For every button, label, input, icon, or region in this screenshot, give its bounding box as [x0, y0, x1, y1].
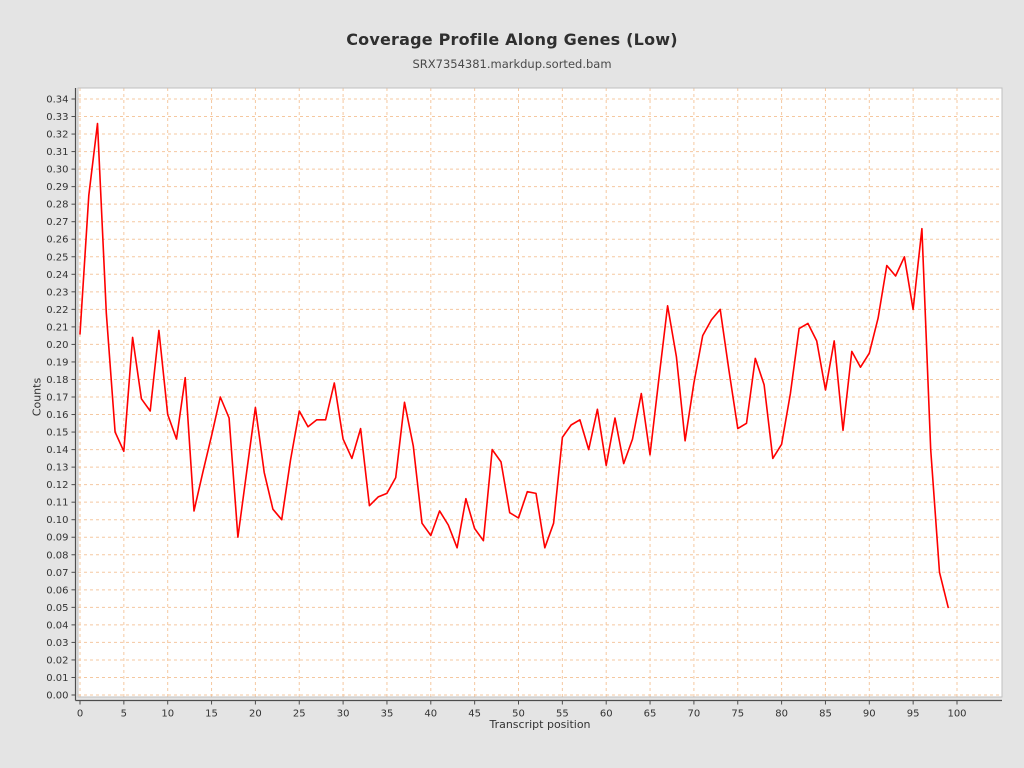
x-tick-label: 100	[947, 709, 966, 720]
x-tick-label: 85	[819, 709, 832, 720]
y-tick-label: 0.24	[46, 270, 68, 281]
y-tick-label: 0.34	[46, 95, 68, 106]
x-tick-label: 45	[468, 709, 481, 720]
y-tick-label: 0.20	[46, 340, 68, 351]
coverage-line	[79, 122, 950, 609]
x-tick-label: 0	[77, 709, 83, 720]
y-tick-label: 0.12	[46, 480, 68, 491]
y-tick-label: 0.33	[46, 112, 68, 123]
x-axis-title: Transcript position	[489, 718, 591, 731]
x-tick-label: 70	[688, 709, 701, 720]
x-tick-label: 35	[381, 709, 394, 720]
y-tick-label: 0.26	[46, 235, 68, 246]
y-tick-label: 0.11	[46, 498, 68, 509]
x-tick-label: 10	[161, 709, 174, 720]
x-tick-label: 20	[249, 709, 262, 720]
y-tick-label: 0.25	[46, 252, 68, 263]
y-tick-label: 0.04	[46, 620, 68, 631]
x-tick-label: 80	[775, 709, 788, 720]
y-tick-label: 0.30	[46, 165, 68, 176]
y-tick-label: 0.18	[46, 375, 68, 386]
y-tick-label: 0.01	[46, 673, 68, 684]
x-tick-label: 15	[205, 709, 218, 720]
x-tick-label: 55	[556, 709, 569, 720]
y-tick-label: 0.16	[46, 410, 68, 421]
y-tick-label: 0.02	[46, 655, 68, 666]
y-tick-label: 0.09	[46, 533, 68, 544]
y-tick-label: 0.22	[46, 305, 68, 316]
x-tick-label: 25	[293, 709, 306, 720]
x-tick-label: 95	[907, 709, 920, 720]
x-tick-label: 90	[863, 709, 876, 720]
y-tick-label: 0.28	[46, 200, 68, 211]
chart-subtitle: SRX7354381.markdup.sorted.bam	[412, 57, 612, 71]
y-tick-label: 0.32	[46, 130, 68, 141]
plot-outline	[77, 87, 1003, 698]
x-tick-label: 30	[337, 709, 350, 720]
y-tick-label: 0.19	[46, 357, 68, 368]
y-tick-label: 0.03	[46, 638, 68, 649]
y-tick-label: 0.05	[46, 603, 68, 614]
x-tick-label: 65	[644, 709, 657, 720]
y-tick-label: 0.15	[46, 428, 68, 439]
y-tick-label: 0.07	[46, 568, 68, 579]
y-tick-label: 0.29	[46, 182, 68, 193]
x-tick-label: 50	[512, 709, 525, 720]
x-tick-label: 60	[600, 709, 613, 720]
y-tick-label: 0.14	[46, 445, 68, 456]
y-tick-label: 0.06	[46, 585, 68, 596]
y-tick-label: 0.08	[46, 550, 68, 561]
y-tick-label: 0.21	[46, 322, 68, 333]
plot-background	[78, 88, 1002, 697]
y-axis-title: Counts	[30, 377, 44, 417]
x-tick-label: 75	[731, 709, 744, 720]
x-tick-label: 40	[424, 709, 437, 720]
x-tick-label: 5	[121, 709, 127, 720]
chart-title: Coverage Profile Along Genes (Low)	[346, 30, 678, 49]
y-tick-label: 0.00	[46, 691, 68, 702]
y-tick-label: 0.31	[46, 147, 68, 158]
y-tick-label: 0.23	[46, 287, 68, 298]
y-tick-label: 0.27	[46, 217, 68, 228]
y-tick-label: 0.10	[46, 515, 68, 526]
y-tick-label: 0.13	[46, 463, 68, 474]
y-tick-label: 0.17	[46, 393, 68, 404]
